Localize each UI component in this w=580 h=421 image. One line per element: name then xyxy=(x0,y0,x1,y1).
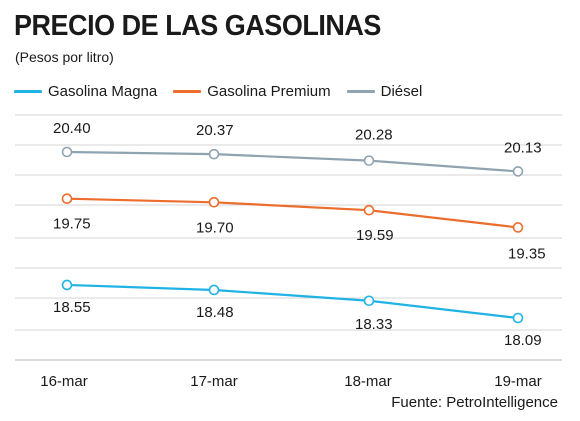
data-label-magna: 18.48 xyxy=(196,304,234,321)
data-point-diesel xyxy=(61,146,73,158)
data-point-premium xyxy=(208,197,220,208)
x-axis-ticks: 16-mar 17-mar 18-mar 19-mar xyxy=(40,373,542,390)
data-label-diesel: 20.37 xyxy=(196,122,234,139)
chart-title: PRECIO DE LAS GASOLINAS xyxy=(14,10,381,42)
data-point-premium xyxy=(61,193,73,205)
legend-swatch-premium xyxy=(173,89,202,93)
series-line-magna xyxy=(66,283,519,320)
series-line-diesel xyxy=(66,150,519,173)
data-points xyxy=(61,146,524,324)
data-label-magna: 18.33 xyxy=(355,316,393,333)
legend-item-premium: Gasolina Premium xyxy=(173,82,331,100)
data-point-magna xyxy=(61,279,73,291)
source-note: Fuente: PetroIntelligence xyxy=(391,394,558,411)
data-point-diesel xyxy=(208,148,220,160)
x-tick-label: 16-mar xyxy=(40,373,88,390)
legend-swatch-diesel xyxy=(346,89,375,93)
data-label-diesel: 20.40 xyxy=(53,120,91,137)
data-label-premium: 19.59 xyxy=(356,227,394,244)
legend-item-diesel: Diésel xyxy=(346,82,423,100)
legend: Gasolina Magna Gasolina Premium Diésel xyxy=(14,82,438,100)
data-label-magna: 18.55 xyxy=(53,299,91,316)
chart-subtitle: (Pesos por litro) xyxy=(15,49,114,65)
legend-label-magna: Gasolina Magna xyxy=(48,82,158,100)
data-point-magna xyxy=(512,312,524,324)
data-point-diesel xyxy=(363,155,375,166)
legend-label-diesel: Diésel xyxy=(380,82,423,100)
legend-item-magna: Gasolina Magna xyxy=(14,83,157,100)
data-point-premium xyxy=(363,204,375,216)
data-point-magna xyxy=(208,284,220,296)
data-label-premium: 19.70 xyxy=(196,219,234,236)
data-label-diesel: 20.28 xyxy=(355,127,393,144)
data-point-diesel xyxy=(512,166,524,177)
legend-swatch-magna xyxy=(14,89,42,93)
data-label-diesel: 20.13 xyxy=(504,139,542,156)
data-label-magna: 18.09 xyxy=(504,332,542,349)
x-tick-label: 18-mar xyxy=(344,373,392,390)
data-labels: 18.55 18.48 18.33 18.09 19.75 19.70 19.59 19.35… xyxy=(53,120,546,349)
series-lines xyxy=(66,150,519,320)
data-point-magna xyxy=(363,295,375,307)
data-label-premium: 19.35 xyxy=(508,245,546,262)
legend-label-premium: Gasolina Premium xyxy=(207,82,331,100)
grid xyxy=(15,114,562,361)
data-label-premium: 19.75 xyxy=(53,216,91,233)
x-tick-label: 17-mar xyxy=(190,373,238,390)
x-tick-label: 19-mar xyxy=(494,373,542,390)
series-line-premium xyxy=(66,197,519,229)
data-point-premium xyxy=(512,222,524,233)
